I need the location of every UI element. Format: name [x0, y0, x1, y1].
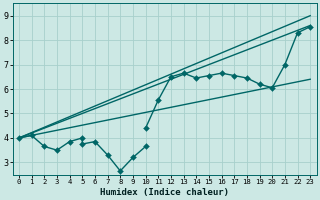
- X-axis label: Humidex (Indice chaleur): Humidex (Indice chaleur): [100, 188, 229, 197]
